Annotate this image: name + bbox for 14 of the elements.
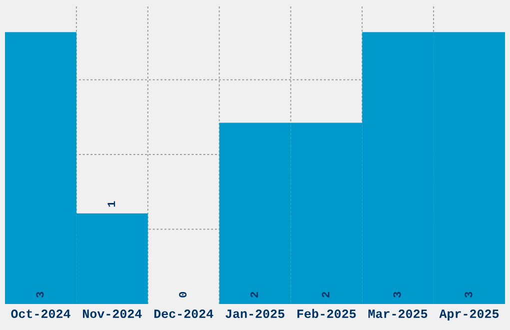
x-tick-label: Apr-2025 (439, 310, 499, 321)
data-label: 2 (250, 292, 258, 298)
x-tick-label: Feb-2025 (297, 308, 356, 318)
x-tick-label: Oct-2024 (11, 310, 70, 318)
data-label: 1 (108, 201, 116, 207)
data-label: 3 (464, 292, 472, 298)
data-label: 2 (322, 292, 330, 298)
data-label: 3 (393, 292, 401, 298)
x-tick-label: Dec-2024 (154, 310, 214, 318)
data-label: 0 (179, 292, 187, 298)
x-tick-label: Jan-2025 (226, 310, 284, 318)
x-tick-label: Mar-2025 (368, 310, 428, 318)
data-label: 3 (36, 292, 44, 298)
x-tick-label: Nov-2024 (82, 310, 142, 318)
